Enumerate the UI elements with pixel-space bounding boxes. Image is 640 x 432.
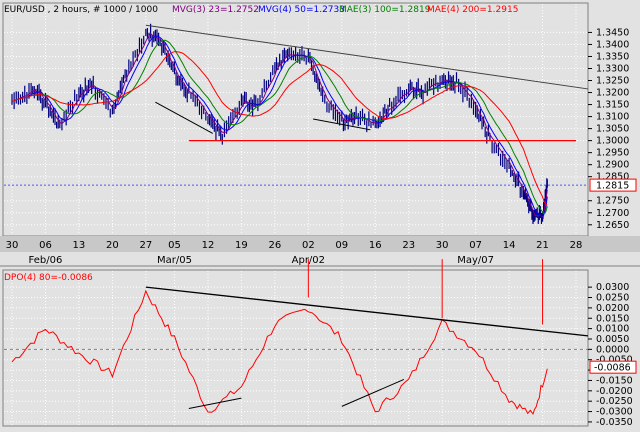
dpo-label: DPO(4) 80=-0.0086 <box>4 273 93 283</box>
price-tick-label: 1.2900 <box>596 160 629 171</box>
dpo-series <box>11 259 589 415</box>
ma1-label: MVG(3) 23=1.2752 <box>172 5 259 15</box>
dpo-tick-label: 0.0250 <box>596 293 629 304</box>
day-tick-label: 27 <box>139 240 152 251</box>
day-tick-label: 20 <box>106 240 119 251</box>
month-label: Mar/05 <box>157 255 192 266</box>
price-panel <box>2 2 589 237</box>
dpo-resistance-trendline <box>145 286 589 337</box>
ma3-label: MAE(3) 100=1.2819 <box>339 5 431 15</box>
dpo-tick-label: -0.0200 <box>596 386 633 397</box>
dpo-tick-label: 0.0100 <box>596 324 629 335</box>
dpo-trend-arrow <box>188 397 242 409</box>
ma1-line <box>11 32 548 218</box>
price-tick-label: 1.3000 <box>596 136 629 147</box>
price-tick-label: 1.3250 <box>596 76 629 87</box>
ma3-line <box>11 39 548 214</box>
dpo-tick-label: 0.0050 <box>596 334 629 345</box>
date-axis: 30 06 13 20 27 05 12 19 26 02 09 16 23 30 07 14 21 28 Feb/… <box>6 240 583 266</box>
day-tick-label: 30 <box>436 240 449 251</box>
dpo-grid <box>4 271 588 425</box>
dpo-tick-label: 0.0200 <box>596 303 629 314</box>
month-label: May/07 <box>457 255 494 266</box>
day-tick-label: 23 <box>402 240 415 251</box>
dpo-tick-label: 0.0150 <box>596 313 629 324</box>
dpo-tick-label: -0.0050 <box>596 355 633 366</box>
day-tick-label: 02 <box>302 240 315 251</box>
day-tick-label: 28 <box>570 240 583 251</box>
price-series <box>11 23 589 225</box>
day-tick-label: 14 <box>503 240 516 251</box>
price-tick-label: 1.3200 <box>596 88 629 99</box>
price-tick-label: 1.2700 <box>596 208 629 219</box>
price-tick-label: 1.2750 <box>596 196 629 207</box>
price-tick-label: 1.2950 <box>596 148 629 159</box>
dpo-tick-label: 0.0300 <box>596 282 629 293</box>
dpo-tick-label: -0.0350 <box>596 417 633 428</box>
dpo-axis: 0.03000.02500.02000.01500.01000.00500.00… <box>588 282 637 428</box>
day-tick-label: 19 <box>235 240 248 251</box>
day-tick-label: 05 <box>168 240 181 251</box>
dpo-panel <box>2 269 589 427</box>
day-tick-label: 07 <box>469 240 482 251</box>
price-tick-label: 1.3100 <box>596 112 629 123</box>
ma4-line <box>11 51 548 206</box>
price-tick-label: 1.3050 <box>596 124 629 135</box>
day-tick-label: 09 <box>335 240 348 251</box>
price-tick-label: 1.2850 <box>596 172 629 183</box>
dpo-tick-label: -0.0150 <box>596 375 633 386</box>
dpo-tick-label: 0.0000 <box>596 344 629 355</box>
price-tick-label: 1.2650 <box>596 220 629 231</box>
dpo-current-box <box>589 360 637 374</box>
price-tick-label: 1.3150 <box>596 100 629 111</box>
trend-arrow <box>155 101 213 134</box>
current-price-box <box>589 178 637 192</box>
day-tick-label: 13 <box>73 240 86 251</box>
dpo-trend-arrow <box>341 378 405 407</box>
dpo-current-label: -0.0086 <box>594 363 631 374</box>
price-tick-label: 1.3400 <box>596 39 629 50</box>
current-price-label: 1.2815 <box>596 181 629 192</box>
day-tick-label: 21 <box>536 240 549 251</box>
day-tick-label: 26 <box>269 240 282 251</box>
price-tick-label: 1.3350 <box>596 51 629 62</box>
ma2-line <box>11 35 548 217</box>
dpo-tick-label: -0.0300 <box>596 407 633 418</box>
ma4-label: MAE(4) 200=1.2915 <box>427 5 518 15</box>
day-tick-label: 06 <box>39 240 52 251</box>
price-tick-label: 1.3450 <box>596 27 629 38</box>
resistance-trendline <box>145 24 589 90</box>
date-axis-band <box>0 236 640 252</box>
ma2-label: MVG(4) 50=1.2733 <box>258 5 345 15</box>
dpo-tick-label: -0.0250 <box>596 396 633 407</box>
day-tick-label: 30 <box>6 240 19 251</box>
trend-arrow <box>313 118 371 131</box>
day-tick-label: 16 <box>369 240 382 251</box>
symbol-label: EUR/USD , 2 hours, # 1000 / 1000 <box>4 5 158 15</box>
day-tick-label: 12 <box>202 240 215 251</box>
price-tick-label: 1.3300 <box>596 63 629 74</box>
month-label: Feb/06 <box>29 255 63 266</box>
dpo-line <box>11 289 548 415</box>
price-axis: 1.34501.34001.33501.33001.32501.32001.31… <box>588 27 637 231</box>
